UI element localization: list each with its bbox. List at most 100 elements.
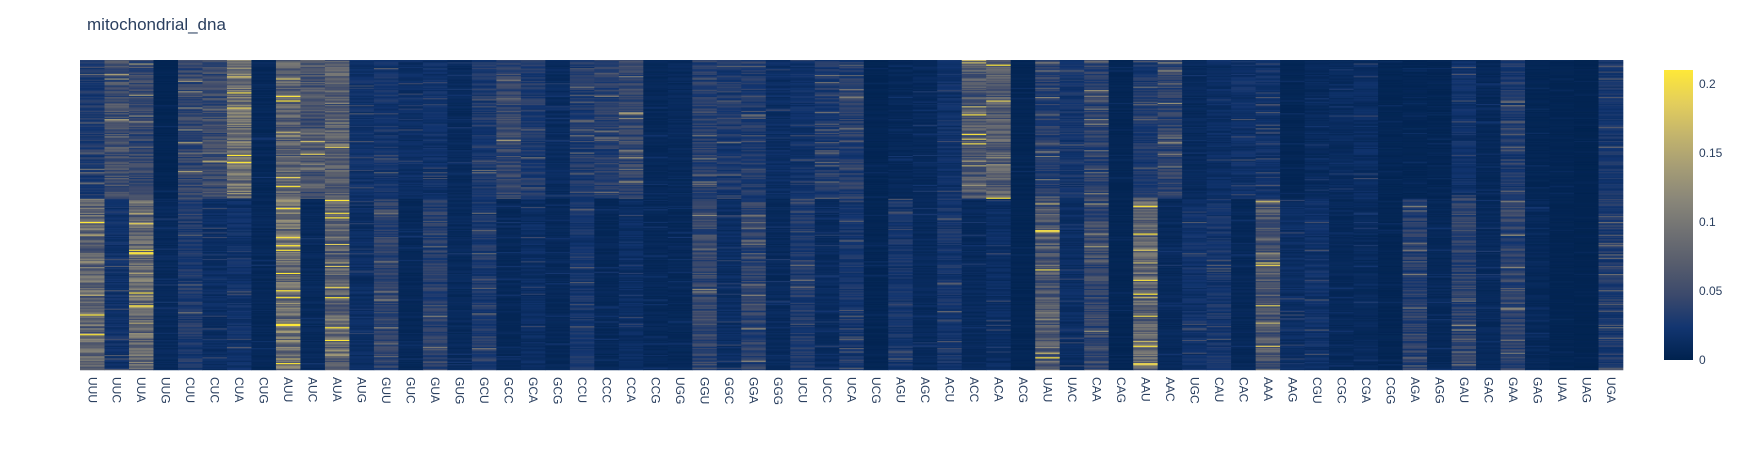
heatmap-cell	[202, 116, 228, 119]
heatmap-cell	[1035, 69, 1060, 71]
heatmap-cell	[1525, 87, 1550, 90]
heatmap-cell	[1206, 101, 1232, 104]
heatmap-cell	[1133, 87, 1158, 90]
heatmap-cell	[1108, 71, 1134, 73]
heatmap-cell	[520, 116, 546, 119]
heatmap-cell	[202, 92, 228, 94]
heatmap-cell	[1549, 120, 1575, 122]
heatmap-cell	[1353, 109, 1379, 112]
heatmap-cell	[471, 120, 497, 122]
heatmap-cell	[1598, 76, 1624, 78]
heatmap-cell	[471, 99, 497, 101]
heatmap-cell	[765, 65, 791, 68]
heatmap-cell	[1476, 115, 1501, 117]
heatmap-cell	[1206, 87, 1232, 90]
heatmap-cell	[545, 93, 571, 95]
heatmap-cell	[1231, 72, 1256, 75]
heatmap-cell	[1378, 73, 1403, 76]
heatmap-cell	[765, 86, 791, 89]
heatmap-cell	[128, 70, 154, 72]
heatmap-cell	[912, 112, 938, 114]
heatmap-cell	[1084, 79, 1109, 82]
heatmap-cell	[1574, 81, 1599, 84]
heatmap-cell	[839, 107, 865, 109]
heatmap-cell	[447, 118, 473, 121]
heatmap-cell	[1010, 61, 1036, 63]
heatmap-cell	[80, 118, 105, 121]
heatmap-cell	[912, 84, 938, 86]
heatmap-cell	[1059, 61, 1085, 63]
heatmap-cell	[1549, 83, 1575, 85]
heatmap-cell	[667, 69, 693, 71]
heatmap-cell	[1206, 68, 1232, 70]
heatmap-cell	[153, 87, 179, 90]
heatmap-cell	[447, 99, 473, 101]
heatmap-cell	[251, 98, 277, 100]
heatmap-cell	[1280, 72, 1305, 75]
heatmap-cell	[814, 99, 840, 101]
heatmap-cell	[1378, 120, 1403, 122]
heatmap-cell	[569, 77, 595, 79]
heatmap-cell	[912, 101, 938, 104]
heatmap-cell	[447, 101, 473, 104]
heatmap-cell	[1476, 80, 1501, 83]
heatmap-cell	[1304, 75, 1330, 77]
heatmap-cell	[961, 95, 987, 98]
heatmap-cell	[447, 71, 473, 73]
heatmap-cell	[1157, 70, 1183, 72]
heatmap-cell	[667, 90, 693, 92]
heatmap-cell	[177, 105, 203, 107]
heatmap-cell	[1402, 114, 1428, 116]
heatmap-cell	[226, 73, 252, 76]
heatmap-cell	[594, 66, 620, 69]
heatmap-cell	[692, 73, 718, 76]
heatmap-cell	[226, 77, 252, 79]
heatmap-cell	[471, 84, 497, 86]
heatmap-cell	[1035, 79, 1060, 82]
heatmap-cell	[324, 108, 350, 110]
heatmap-cell	[251, 106, 277, 108]
heatmap-cell	[177, 79, 203, 82]
heatmap-cell	[349, 63, 375, 65]
heatmap-cell	[1476, 90, 1501, 92]
heatmap-cell	[1108, 118, 1134, 121]
heatmap-cell	[1304, 97, 1330, 99]
heatmap-cell	[1084, 109, 1109, 112]
heatmap-cell	[814, 112, 840, 114]
heatmap-cell	[1451, 88, 1477, 91]
heatmap-cell	[1427, 71, 1452, 73]
heatmap-cell	[1427, 115, 1452, 117]
heatmap-cell	[349, 83, 375, 85]
heatmap-cell	[888, 102, 914, 105]
heatmap-cell	[765, 68, 791, 70]
heatmap-cell	[1010, 118, 1036, 121]
heatmap-cell	[1500, 118, 1526, 121]
heatmap-cell	[1402, 106, 1428, 108]
heatmap-cell	[128, 66, 154, 69]
heatmap-cell	[790, 71, 816, 73]
heatmap-cell	[1304, 83, 1330, 85]
heatmap-cell	[520, 99, 546, 101]
heatmap-cell	[398, 98, 424, 100]
heatmap-cell	[1598, 117, 1624, 120]
heatmap-cell	[667, 112, 693, 114]
heatmap-cell	[1329, 98, 1354, 100]
heatmap-cell	[1182, 106, 1207, 108]
heatmap-cell	[1574, 112, 1599, 114]
heatmap-cell	[618, 63, 644, 65]
heatmap-cell	[1255, 113, 1281, 115]
heatmap-cell	[1329, 120, 1354, 122]
heatmap-cell	[1451, 63, 1477, 65]
heatmap-cell	[1157, 113, 1183, 115]
heatmap-cell	[1427, 99, 1452, 101]
heatmap-cell	[1451, 113, 1477, 115]
heatmap-cell	[545, 79, 571, 82]
heatmap-cell	[177, 92, 203, 94]
heatmap-cell	[814, 65, 840, 68]
heatmap-cell	[1108, 70, 1134, 72]
heatmap-cell	[1206, 97, 1232, 99]
heatmap-cell	[128, 80, 154, 83]
heatmap-cell	[667, 107, 693, 109]
heatmap-cell	[275, 80, 301, 83]
heatmap-cell	[741, 100, 767, 102]
